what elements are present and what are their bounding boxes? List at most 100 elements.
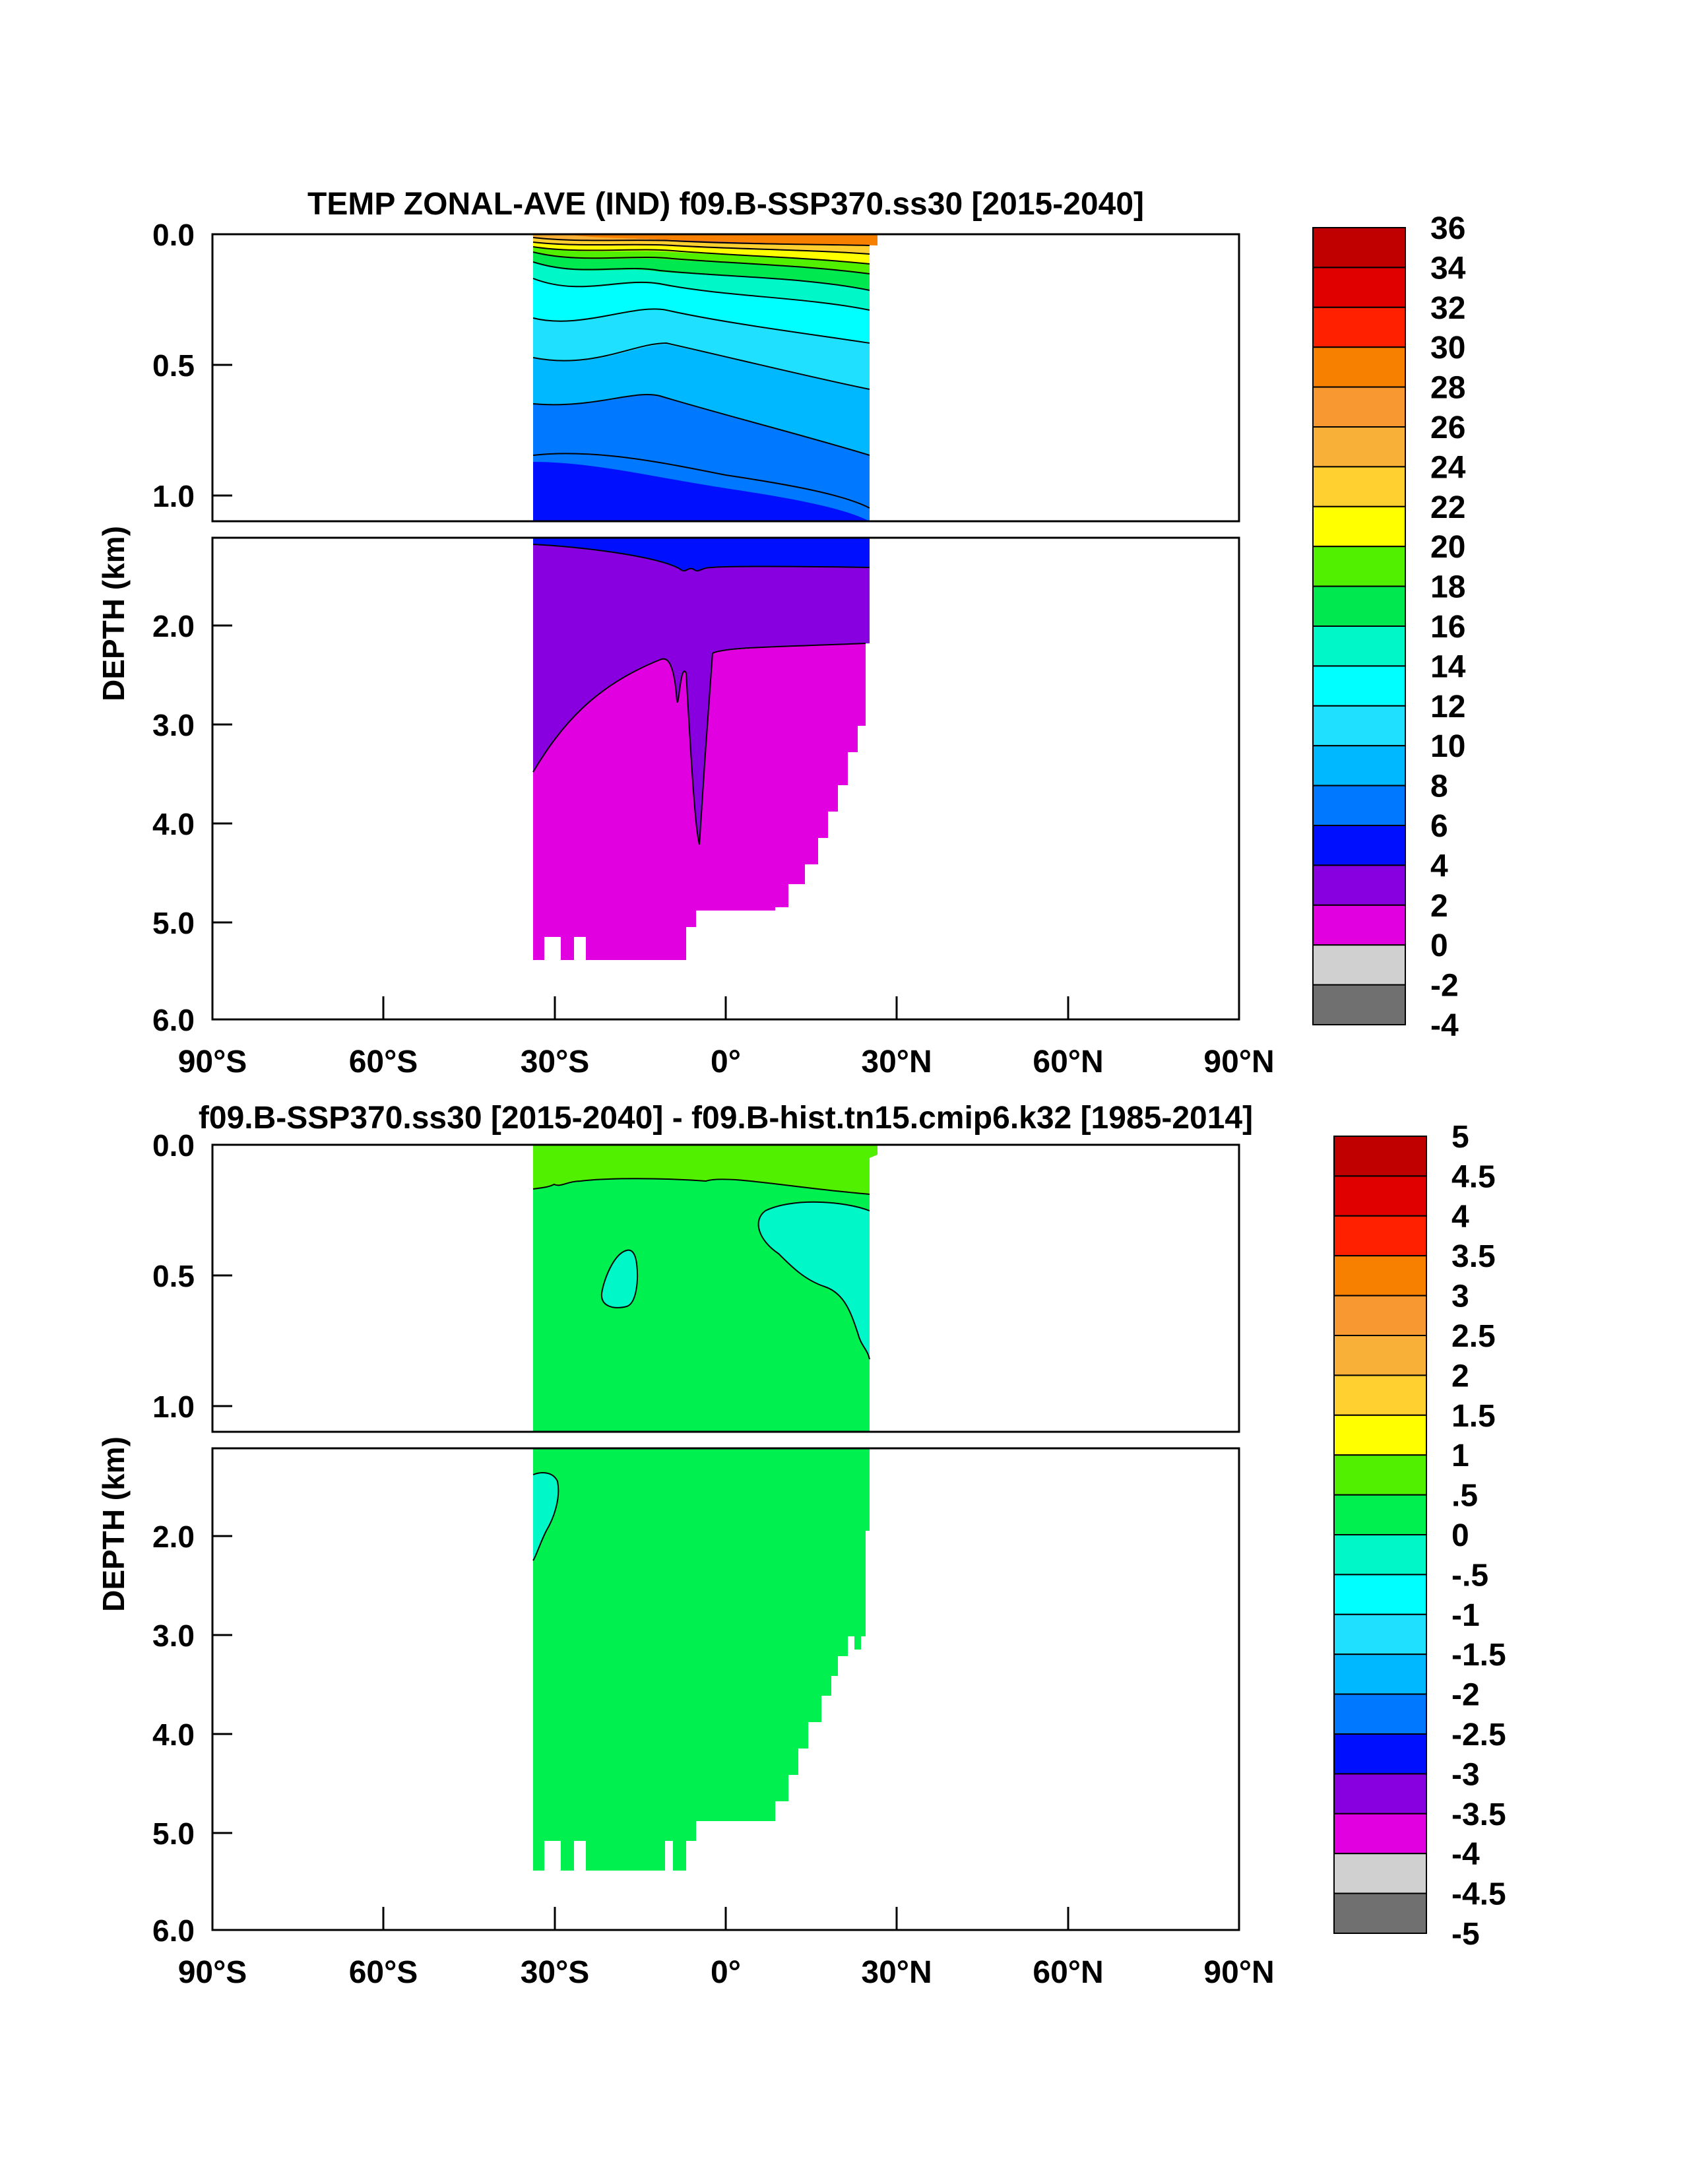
colorbar-swatch: [1333, 1693, 1427, 1735]
colorbar-label: 14: [1430, 649, 1466, 684]
panel1-xtick-90S: 90°S: [178, 1044, 247, 1079]
colorbar-swatch: [1312, 386, 1406, 428]
panel1-band-10-12: [533, 309, 870, 389]
colorbar-label: 3.5: [1451, 1239, 1496, 1274]
colorbar-swatch: [1312, 546, 1406, 587]
colorbar-label: 34: [1430, 251, 1466, 286]
colorbar-label: -1: [1451, 1598, 1480, 1633]
panel1-band-14-16: [533, 261, 870, 310]
panel1-band-16-18: [533, 251, 870, 290]
colorbar-label: 28: [1430, 371, 1465, 406]
panel1-ylabel: DEPTH (km): [96, 526, 131, 701]
panel1-ytick-6.0: 6.0: [152, 1003, 195, 1037]
colorbar-label: 4: [1430, 849, 1448, 883]
panel2-xtick-30N: 30°N: [861, 1955, 932, 1990]
panel2-deep-contour: [532, 1472, 559, 1561]
colorbar-label: 32: [1430, 291, 1465, 326]
panel2-ylabel: DEPTH (km): [96, 1436, 131, 1612]
colorbar-label: 26: [1430, 410, 1465, 445]
panel1-upper-frame: [211, 233, 1240, 523]
colorbar-label: -2: [1430, 969, 1459, 1004]
colorbar-label: .5: [1451, 1479, 1478, 1514]
colorbar-label: 22: [1430, 490, 1465, 525]
colorbar-label: 0: [1430, 928, 1448, 963]
colorbar-swatch: [1312, 227, 1406, 269]
colorbar-label: 18: [1430, 570, 1465, 605]
colorbar-label: 16: [1430, 610, 1465, 645]
panel2-blob-east: [758, 1202, 870, 1359]
colorbar-swatch: [1312, 306, 1406, 348]
panel2-xtick-60S: 60°S: [349, 1955, 418, 1990]
panel2-blob-west: [601, 1250, 638, 1308]
colorbar-label: 4.5: [1451, 1159, 1496, 1194]
panel2-xtick-marks: [382, 1907, 1069, 1930]
colorbar-label: 2: [1430, 889, 1448, 924]
colorbar-label: 8: [1430, 769, 1448, 804]
colorbar-label: 4: [1451, 1200, 1469, 1235]
panel2-ytick-4.0: 4.0: [152, 1718, 195, 1752]
panel2-ytick-0.5: 0.5: [152, 1259, 195, 1293]
panel1-colorbar: [1312, 227, 1406, 1025]
colorbar-swatch: [1312, 626, 1406, 667]
colorbar-swatch: [1312, 984, 1406, 1025]
colorbar-label: 3: [1451, 1279, 1469, 1314]
panel1-ytick-0.5: 0.5: [152, 348, 195, 383]
colorbar-swatch: [1333, 1534, 1427, 1576]
panel2-colorbar-labels: 54.543.532.521.51.50-.5-1-1.5-2-2.5-3-3.…: [1451, 1120, 1506, 1952]
colorbar-swatch: [1333, 1374, 1427, 1416]
colorbar-swatch: [1333, 1613, 1427, 1655]
panel2-ytick-5.0: 5.0: [152, 1816, 195, 1851]
colorbar-label: 2.5: [1451, 1319, 1496, 1354]
colorbar-swatch: [1333, 1335, 1427, 1376]
colorbar-swatch: [1312, 785, 1406, 826]
colorbar-label: -3.5: [1451, 1797, 1506, 1832]
colorbar-swatch: [1312, 705, 1406, 747]
colorbar-swatch: [1333, 1733, 1427, 1775]
panel1-deep-purple: [533, 544, 870, 845]
colorbar-swatch: [1333, 1494, 1427, 1536]
colorbar-label: 20: [1430, 530, 1465, 565]
colorbar-swatch: [1333, 1853, 1427, 1894]
colorbar-label: 36: [1430, 211, 1465, 246]
colorbar-swatch: [1312, 346, 1406, 388]
panel1-upper-contour-lines: [532, 237, 870, 509]
colorbar-swatch: [1333, 1136, 1427, 1177]
panel1-ytick-marks: [212, 364, 232, 924]
colorbar-swatch: [1333, 1295, 1427, 1336]
panel1-band-12-14: [533, 277, 870, 343]
panel1-xtick-0: 0°: [711, 1044, 741, 1079]
colorbar-label: -5: [1451, 1917, 1480, 1952]
colorbar-swatch: [1312, 466, 1406, 507]
panel1-band-18-20: [533, 245, 870, 274]
panel2-upper-field: [532, 1145, 877, 1432]
panel2-upper-ocean: [533, 1145, 870, 1432]
colorbar-swatch: [1333, 1215, 1427, 1257]
panel1-lower-field: [532, 538, 870, 960]
panel1-deep-blue: [533, 538, 870, 571]
colorbar-label: 0: [1451, 1518, 1469, 1553]
panel1-lower-contour-lines: [532, 544, 870, 845]
panel2-ytick-1.0: 1.0: [152, 1390, 195, 1424]
colorbar-label: 5: [1451, 1120, 1469, 1155]
panel2-deep-green: [533, 1448, 870, 1871]
panel1-band-6-8: [533, 394, 870, 521]
colorbar-swatch: [1333, 1175, 1427, 1217]
colorbar-label: 2: [1451, 1359, 1469, 1394]
panel2-xtick-30S: 30°S: [521, 1955, 590, 1990]
panel1-xtick-60S: 60°S: [349, 1044, 418, 1079]
colorbar-swatch: [1333, 1255, 1427, 1297]
colorbar-swatch: [1333, 1892, 1427, 1935]
panel1-ytick-4.0: 4.0: [152, 807, 195, 841]
panel1-xtick-60N: 60°N: [1033, 1044, 1103, 1079]
colorbar-swatch: [1312, 267, 1406, 308]
panel2-ytick-0: 0.0: [152, 1128, 195, 1163]
panel1-ytick-0: 0.0: [152, 218, 195, 252]
colorbar-swatch: [1333, 1654, 1427, 1695]
panel-temperature: TEMP ZONAL-AVE (IND) f09.B-SSP370.ss30 […: [96, 187, 1466, 1079]
colorbar-label: -3: [1451, 1757, 1480, 1792]
panel2-ytick-marks: [212, 1274, 232, 1834]
colorbar-label: 30: [1430, 331, 1465, 366]
colorbar-label: -4: [1430, 1008, 1459, 1043]
panel2-upper-contour-lines: [532, 1178, 870, 1360]
panel2-deep-blob: [533, 1473, 559, 1560]
